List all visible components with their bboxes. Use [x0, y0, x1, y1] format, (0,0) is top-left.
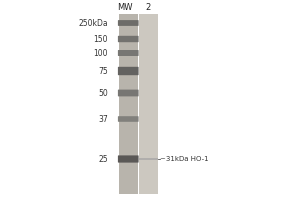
FancyBboxPatch shape: [118, 116, 139, 122]
Text: MW: MW: [117, 2, 132, 11]
Text: 25: 25: [98, 154, 108, 164]
FancyBboxPatch shape: [118, 67, 139, 75]
Text: 100: 100: [94, 48, 108, 58]
FancyBboxPatch shape: [118, 50, 139, 56]
FancyBboxPatch shape: [118, 155, 139, 163]
Text: ~31kDa HO-1: ~31kDa HO-1: [160, 156, 209, 162]
Bar: [139, 158, 158, 160]
Text: 50: 50: [98, 88, 108, 98]
Text: 37: 37: [98, 114, 108, 123]
Text: 150: 150: [94, 34, 108, 44]
FancyBboxPatch shape: [118, 36, 139, 42]
Text: 75: 75: [98, 66, 108, 75]
Text: 2: 2: [146, 2, 151, 11]
FancyBboxPatch shape: [118, 90, 139, 96]
FancyBboxPatch shape: [118, 20, 139, 26]
Text: 250kDa: 250kDa: [78, 19, 108, 27]
Bar: [139, 14, 158, 194]
Bar: [118, 14, 138, 194]
